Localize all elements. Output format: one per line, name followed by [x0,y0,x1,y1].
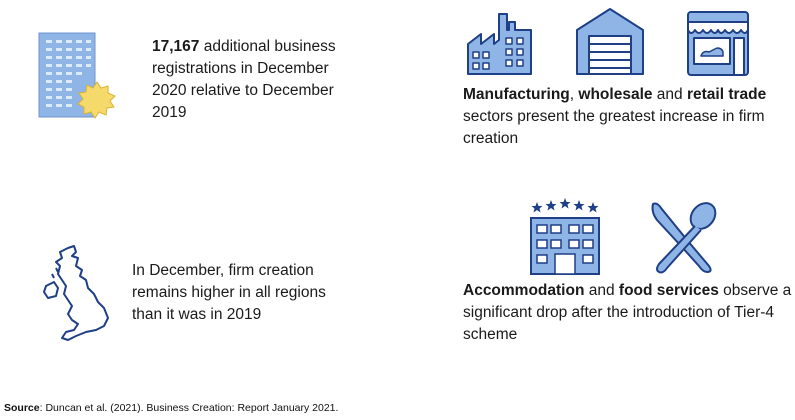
sectors-text: Manufacturing, wholesale and retail trad… [463,84,783,150]
hospitality-text: Accommodation and food services observe … [463,280,793,346]
office-building-badge-icon [36,30,118,125]
sector-wholesale: wholesale [578,86,653,103]
warehouse-icon [574,6,646,76]
knife-spoon-icon [647,200,719,274]
hotel-icon [527,198,603,276]
registrations-description: additional business registrations in Dec… [152,38,336,121]
sector-accommodation: Accommodation [463,282,585,299]
regions-text: In December, firm creation remains highe… [132,262,326,323]
sector-separator: and [584,282,619,299]
registrations-count: 17,167 [152,38,200,55]
source-label: Source [4,402,40,414]
factory-icon [465,8,535,76]
uk-map-icon [38,244,114,344]
source-note: Source: Duncan et al. (2021). Business C… [4,402,338,414]
shop-icon [684,8,752,78]
hospitality-description: observe a significant drop after the int… [463,282,792,343]
sector-manufacturing: Manufacturing [463,86,570,103]
sector-food-services: food services [618,282,719,299]
source-text: : Duncan et al. (2021). Business Creatio… [39,402,339,414]
registrations-text: 17,167 additional business registrations… [152,36,362,124]
sectors-description: sectors present the greatest increase in… [463,108,765,147]
sector-retail: retail trade [686,86,767,103]
sector-separator: , [569,86,579,103]
sector-separator: and [652,86,687,103]
